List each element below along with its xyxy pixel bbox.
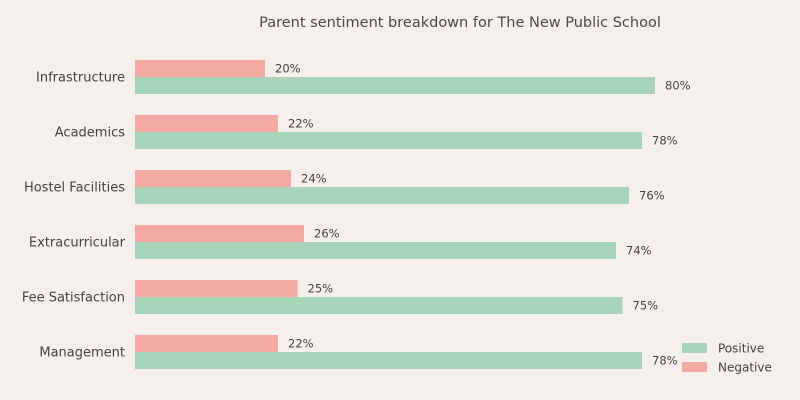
chart-title: Parent sentiment breakdown for The New P… — [259, 15, 661, 31]
value-label-positive-hostel-facilities: 76% — [639, 189, 665, 203]
category-label-extracurricular: Extracurricular — [29, 236, 126, 251]
category-label-management: Management — [39, 346, 125, 361]
value-label-positive-academics: 78% — [652, 134, 678, 148]
bar-positive-fee-satisfaction — [135, 297, 623, 314]
category-label-fee-satisfaction: Fee Satisfaction — [22, 291, 125, 306]
bars-group — [135, 60, 655, 369]
legend: Positive Negative — [682, 342, 772, 375]
category-label-infrastructure: Infrastructure — [36, 71, 125, 86]
bar-positive-extracurricular — [135, 242, 616, 259]
bar-positive-management — [135, 352, 642, 369]
value-label-negative-extracurricular: 26% — [314, 227, 340, 241]
bar-positive-infrastructure — [135, 77, 655, 94]
value-label-negative-hostel-facilities: 24% — [301, 172, 327, 186]
legend-swatch-negative — [682, 362, 707, 372]
value-label-negative-fee-satisfaction: 25% — [308, 282, 334, 296]
legend-label-negative: Negative — [718, 361, 772, 375]
value-label-negative-management: 22% — [288, 337, 314, 351]
value-label-positive-management: 78% — [652, 354, 678, 368]
legend-label-positive: Positive — [718, 342, 764, 356]
value-label-negative-academics: 22% — [288, 117, 314, 131]
category-labels: Infrastructure Academics Hostel Facilities… — [22, 71, 126, 361]
bar-negative-academics — [135, 115, 278, 132]
value-labels: 20% 80% 22% 78% 24% 76% 26% 74% 25% 75% 22% 78% — [275, 62, 691, 368]
bar-negative-extracurricular — [135, 225, 304, 242]
bar-negative-hostel-facilities — [135, 170, 291, 187]
bar-negative-infrastructure — [135, 60, 265, 77]
bar-negative-management — [135, 335, 278, 352]
category-label-academics: Academics — [55, 126, 125, 141]
value-label-negative-infrastructure: 20% — [275, 62, 301, 76]
value-label-positive-infrastructure: 80% — [665, 79, 691, 93]
bar-positive-hostel-facilities — [135, 187, 629, 204]
legend-swatch-positive — [682, 343, 707, 353]
value-label-positive-extracurricular: 74% — [626, 244, 652, 258]
bar-positive-academics — [135, 132, 642, 149]
category-label-hostel-facilities: Hostel Facilities — [24, 181, 125, 196]
bar-negative-fee-satisfaction — [135, 280, 298, 297]
value-label-positive-fee-satisfaction: 75% — [633, 299, 659, 313]
